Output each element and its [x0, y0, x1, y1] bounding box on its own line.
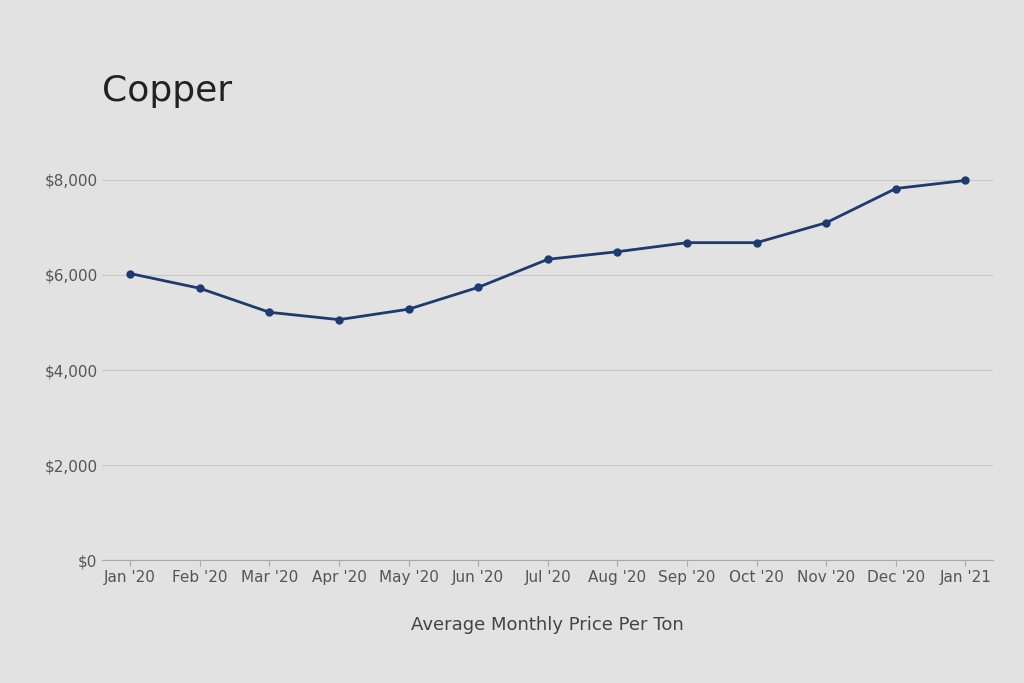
- Text: Copper: Copper: [102, 74, 232, 108]
- X-axis label: Average Monthly Price Per Ton: Average Monthly Price Per Ton: [412, 616, 684, 634]
